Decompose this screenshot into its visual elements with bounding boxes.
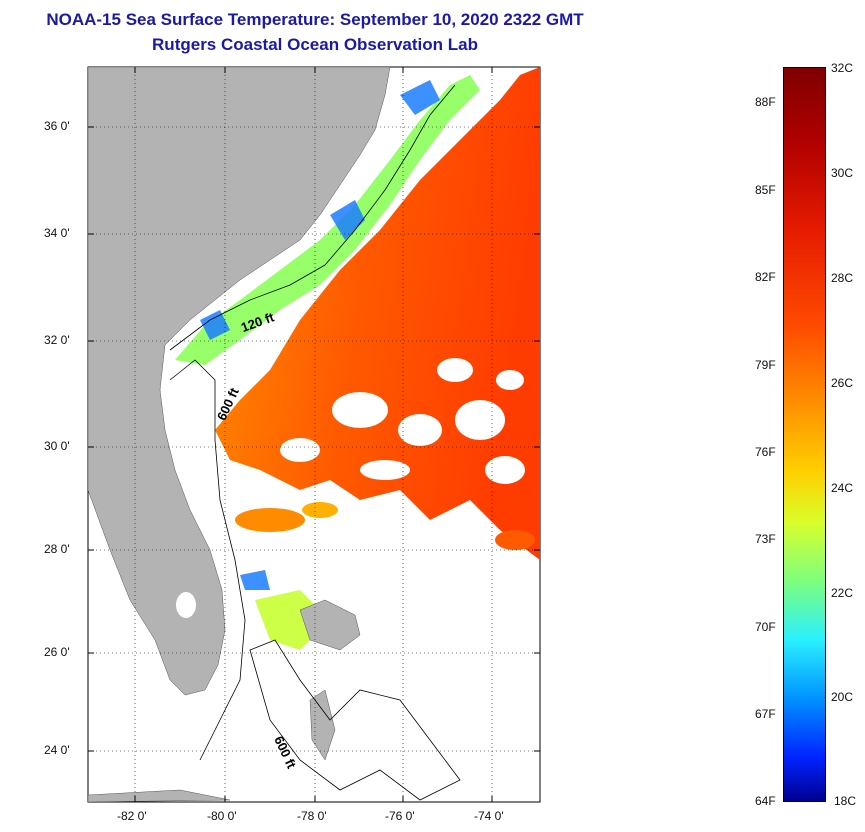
- map-title: NOAA-15 Sea Surface Temperature: Septemb…: [46, 10, 584, 29]
- lon-label: -74 0': [474, 809, 504, 823]
- map-subtitle: Rutgers Coastal Ocean Observation Lab: [152, 35, 478, 54]
- lat-label: 32 0': [44, 333, 70, 347]
- colorbar-f-label: 73F: [755, 532, 776, 546]
- lat-label: 26 0': [44, 645, 70, 659]
- sst-patch-warm: [495, 530, 535, 550]
- us-landmass: [88, 67, 391, 696]
- colorbar-c-label: 30C: [831, 166, 854, 180]
- lon-label: -78 0': [297, 809, 327, 823]
- colorbar-f-label: 67F: [755, 707, 776, 721]
- grid-lines: [88, 67, 540, 802]
- cloud-gaps: [280, 358, 525, 484]
- lake-okeechobee: [176, 592, 196, 618]
- colorbar-c-label: 26C: [831, 376, 854, 390]
- colorbar-f-label: 88F: [755, 95, 776, 109]
- contour-600ft: [169, 359, 246, 761]
- colorbar-f-label: 76F: [755, 445, 776, 459]
- axis-ticks: [88, 67, 540, 802]
- cuba-land: [88, 789, 231, 802]
- lon-label: -76 0': [385, 809, 415, 823]
- sst-warm-region: [215, 67, 540, 560]
- temperature-colorbar: [783, 67, 826, 802]
- sst-patch-warm: [302, 502, 338, 518]
- lat-label: 30 0': [44, 439, 70, 453]
- colorbar-f-label: 82F: [755, 270, 776, 284]
- colorbar-f-label: 64F: [755, 794, 776, 808]
- colorbar-f-label: 79F: [755, 358, 776, 372]
- lat-label: 24 0': [44, 743, 70, 757]
- lat-label: 34 0': [44, 226, 70, 240]
- lat-label: 28 0': [44, 542, 70, 556]
- colorbar-f-label: 85F: [755, 183, 776, 197]
- sst-coastal-band: [175, 75, 480, 365]
- contour-600ft-south: [249, 639, 461, 801]
- lon-label: -80 0': [207, 809, 237, 823]
- lon-label: -82 0': [117, 809, 147, 823]
- contour-120ft: [169, 84, 456, 351]
- colorbar-f-label: 70F: [755, 620, 776, 634]
- colorbar-c-label: 18C: [834, 794, 857, 808]
- sst-patch-warm: [235, 508, 305, 532]
- lat-label: 36 0': [44, 119, 70, 133]
- colorbar-c-label: 28C: [831, 271, 854, 285]
- colorbar-c-label: 24C: [831, 481, 854, 495]
- colorbar-c-label: 32C: [831, 61, 854, 75]
- colorbar-c-label: 20C: [831, 690, 854, 704]
- colorbar-c-label: 22C: [831, 586, 854, 600]
